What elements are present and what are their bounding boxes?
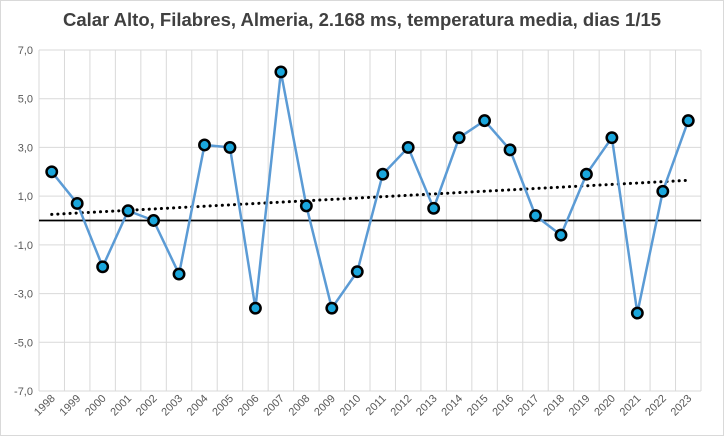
x-tick-label: 2013 [414,393,440,419]
x-tick-label: 2003 [159,393,185,419]
x-tick-label: 2008 [287,393,313,419]
data-point [630,306,644,320]
data-point [299,199,313,213]
x-tick-label: 2015 [465,393,491,419]
data-point [656,184,670,198]
data-point [45,165,59,179]
data-point [172,267,186,281]
x-tick-label: 2014 [439,393,465,419]
x-tick-label: 2012 [389,393,415,419]
x-tick-label: 2021 [618,393,644,419]
data-point [554,228,568,242]
x-tick-label: 2001 [108,393,134,419]
data-point [121,204,135,218]
data-point [579,167,593,181]
data-point [223,140,237,154]
x-tick-label: 2009 [312,393,338,419]
x-tick-label: 1999 [58,393,84,419]
x-tick-label: 2016 [490,393,516,419]
x-tick-label: 2002 [134,393,160,419]
x-tick-label: 2011 [364,393,389,418]
data-point [503,143,517,157]
x-tick-label: 2023 [669,393,695,419]
data-point [274,65,288,79]
chart-title: Calar Alto, Filabres, Almeria, 2.168 ms,… [62,9,662,30]
y-tick-label: -3,0 [14,289,33,301]
data-point [96,260,110,274]
y-tick-label: -7,0 [14,386,33,398]
x-tick-label: 2005 [210,393,236,419]
data-point [478,114,492,128]
data-point [681,114,695,128]
y-tick-label: 1,0 [18,191,33,203]
x-tick-label: 2019 [567,393,593,419]
data-point [248,301,262,315]
data-point [147,214,161,227]
x-tick-label: 2007 [261,393,287,419]
data-point [198,138,211,152]
y-tick-label: 7,0 [18,45,33,57]
x-tick-label: 2017 [516,393,542,419]
data-point [325,301,339,315]
data-point [427,201,441,215]
x-tick-label: 2006 [236,393,262,419]
x-tick-label: 1998 [32,393,58,419]
x-tick-label: 2020 [592,393,618,419]
x-tick-label: 2018 [541,393,567,419]
x-tick-label: 2010 [338,393,364,419]
data-point [401,140,415,154]
data-point [605,131,619,145]
x-tick-label: 2004 [185,393,211,419]
y-tick-label: 5,0 [18,94,33,106]
data-point [376,167,390,181]
y-tick-label: 3,0 [18,142,33,154]
y-tick-label: -5,0 [14,337,33,349]
y-tick-label: -1,0 [14,240,33,252]
data-point [70,197,84,210]
x-tick-label: 2022 [643,393,669,419]
data-point [529,209,542,223]
data-point [452,131,466,145]
series-line [50,70,690,315]
data-point [350,265,364,279]
x-tick-label: 2000 [83,393,109,419]
